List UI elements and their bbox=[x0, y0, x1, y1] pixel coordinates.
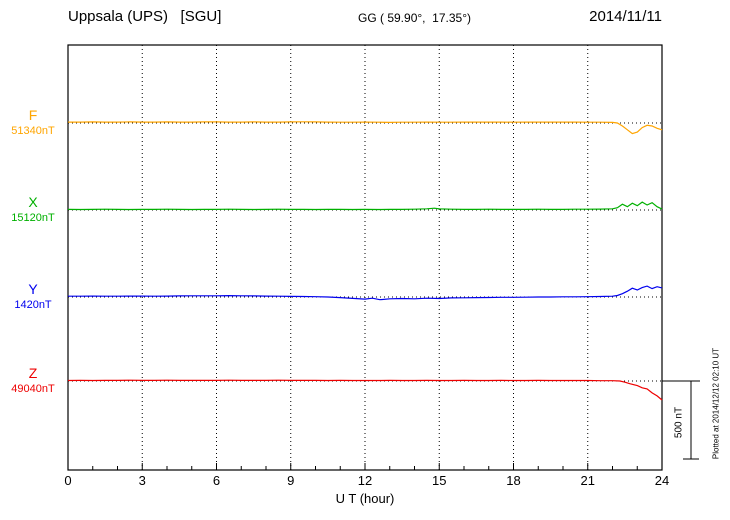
component-label-x: X 15120nT bbox=[2, 194, 64, 225]
scale-bar-label: 500 nT bbox=[673, 406, 685, 439]
component-baseline-value: 1420nT bbox=[14, 299, 52, 311]
x-tick-label: 18 bbox=[506, 473, 521, 488]
x-tick-label: 12 bbox=[357, 473, 373, 488]
component-label-z: Z 49040nT bbox=[2, 365, 64, 396]
geo-coordinates: GG ( 59.90°, 17.35°) bbox=[358, 11, 471, 25]
x-tick-label: 15 bbox=[432, 473, 447, 488]
x-tick-label: 3 bbox=[138, 473, 146, 488]
x-tick-label: 6 bbox=[212, 473, 221, 488]
plot-date: 2014/11/11 bbox=[589, 8, 662, 25]
component-name: X bbox=[28, 194, 38, 210]
component-baseline-value: 49040nT bbox=[11, 383, 55, 395]
component-name: Z bbox=[28, 365, 38, 381]
component-name: F bbox=[28, 107, 38, 123]
component-name: Y bbox=[28, 281, 38, 297]
x-axis-title: U T (hour) bbox=[335, 491, 395, 506]
plotted-timestamp: Plotted at 2014/12/12 02:10 UT bbox=[711, 347, 721, 460]
component-baseline-value: 15120nT bbox=[11, 212, 55, 224]
station-title: Uppsala (UPS) [SGU] bbox=[68, 8, 222, 25]
x-tick-label: 24 bbox=[654, 473, 670, 488]
x-axis-tick-labels: 0 3 6 9 12 15 18 21 24 bbox=[0, 473, 730, 489]
component-baseline-value: 51340nT bbox=[11, 125, 55, 137]
component-label-f: F 51340nT bbox=[2, 107, 64, 138]
x-tick-label: 0 bbox=[64, 473, 72, 488]
x-tick-label: 9 bbox=[287, 473, 295, 488]
component-label-y: Y 1420nT bbox=[2, 281, 64, 312]
x-tick-label: 21 bbox=[580, 473, 595, 488]
